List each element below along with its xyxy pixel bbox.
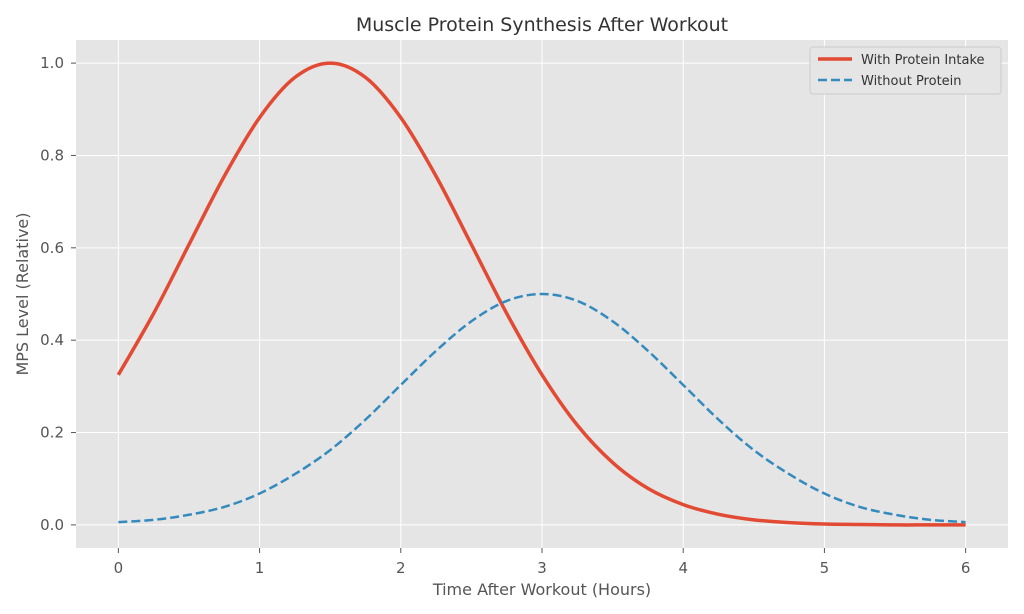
y-tick-label: 0.2 bbox=[40, 424, 64, 442]
y-tick-label: 0.8 bbox=[40, 146, 64, 164]
legend-label-without-protein: Without Protein bbox=[861, 74, 962, 89]
legend: With Protein Intake Without Protein bbox=[809, 46, 1002, 95]
x-tick-label: 1 bbox=[255, 559, 265, 577]
x-tick-label: 3 bbox=[537, 559, 547, 577]
legend-label-with-protein: With Protein Intake bbox=[861, 53, 985, 68]
series-line-0 bbox=[116, 61, 966, 527]
y-axis-label: MPS Level (Relative) bbox=[13, 212, 32, 375]
series-line-1 bbox=[118, 292, 966, 524]
y-tick-label: 0.6 bbox=[40, 239, 64, 257]
y-tick-label: 0.4 bbox=[40, 331, 64, 349]
y-tick-label: 0.0 bbox=[40, 516, 64, 534]
tick-labels: 0 1 2 3 4 5 6 0.0 0.2 0.4 0.6 0.8 1.0 bbox=[40, 54, 970, 577]
series-layer bbox=[116, 61, 966, 527]
grid-lines bbox=[76, 40, 1008, 548]
x-tick-label: 0 bbox=[114, 559, 124, 577]
x-tick-label: 4 bbox=[678, 559, 688, 577]
x-tick-label: 6 bbox=[961, 559, 971, 577]
chart-title: Muscle Protein Synthesis After Workout bbox=[356, 14, 728, 36]
legend-box bbox=[809, 46, 1002, 95]
x-tick-label: 2 bbox=[396, 559, 406, 577]
x-tick-label: 5 bbox=[820, 559, 830, 577]
x-axis-label: Time After Workout (Hours) bbox=[432, 580, 651, 599]
y-tick-label: 1.0 bbox=[40, 54, 64, 72]
